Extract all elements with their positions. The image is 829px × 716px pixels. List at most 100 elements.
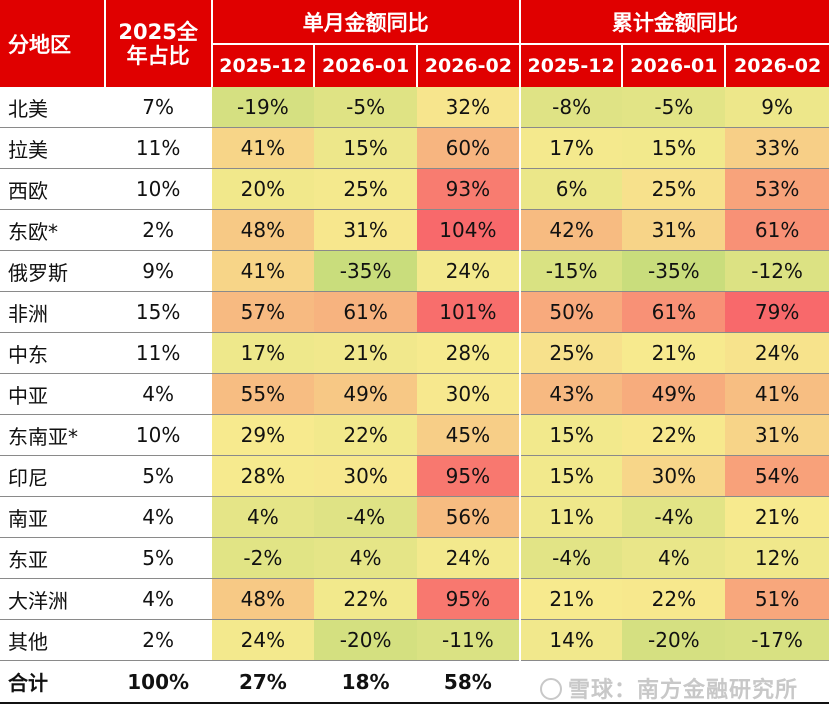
cumulative-yoy-cell: 31% <box>725 414 829 456</box>
cumulative-yoy-cell: -5% <box>622 87 726 128</box>
region-cell: 非洲 <box>0 291 105 333</box>
cumulative-yoy-cell: -4% <box>518 537 623 579</box>
cumulative-yoy-cell: 15% <box>518 414 623 456</box>
region-cell: 东南亚* <box>0 414 105 456</box>
monthly-yoy-cell: 24% <box>416 537 520 579</box>
monthly-yoy-cell: 30% <box>314 455 417 497</box>
monthly-yoy-cell: -5% <box>314 87 417 128</box>
monthly-yoy-cell: 57% <box>211 291 315 333</box>
table-row: 拉美 11% 41% 15% 60% 17% 15% 33% <box>0 127 829 169</box>
monthly-yoy-cell: 20% <box>211 168 315 210</box>
cumulative-yoy-cell: 54% <box>725 455 829 497</box>
monthly-yoy-cell: 56% <box>416 496 520 538</box>
share-cell: 4% <box>104 496 212 538</box>
region-cell: 中亚 <box>0 373 105 415</box>
table-body: 北美 7% -19% -5% 32% -8% -5% 9% 拉美 11% 41% 15% 60% 17% 1… <box>0 87 829 704</box>
cumulative-yoy-cell: 6% <box>518 168 623 210</box>
cumulative-yoy-cell: 14% <box>518 619 623 661</box>
cumulative-yoy-cell: 53% <box>725 168 829 210</box>
cumulative-yoy-cell: 49% <box>622 373 726 415</box>
total-monthly-cell: 18% <box>314 660 417 704</box>
share-cell: 4% <box>104 578 212 620</box>
total-monthly-cell: 27% <box>211 660 315 704</box>
cumulative-yoy-cell: 30% <box>622 455 726 497</box>
table-row: 中东 11% 17% 21% 28% 25% 21% 24% <box>0 332 829 374</box>
monthly-yoy-cell: 48% <box>211 578 315 620</box>
monthly-yoy-cell: 4% <box>211 496 315 538</box>
cumulative-yoy-cell: 31% <box>622 209 726 251</box>
table-row: 俄罗斯 9% 41% -35% 24% -15% -35% -12% <box>0 250 829 292</box>
cumulative-period-header: 2026-02 <box>725 44 829 87</box>
total-region-cell: 合计 <box>0 660 105 704</box>
share-cell: 10% <box>104 414 212 456</box>
monthly-yoy-cell: 31% <box>314 209 417 251</box>
monthly-yoy-cell: 95% <box>416 578 520 620</box>
region-cell: 北美 <box>0 87 105 128</box>
cumulative-yoy-cell: 51% <box>725 578 829 620</box>
monthly-yoy-cell: 22% <box>314 578 417 620</box>
cumulative-yoy-cell: -20% <box>622 619 726 661</box>
monthly-yoy-cell: 104% <box>416 209 520 251</box>
monthly-yoy-cell: -35% <box>314 250 417 292</box>
table-row: 印尼 5% 28% 30% 95% 15% 30% 54% <box>0 455 829 497</box>
share-cell: 5% <box>104 537 212 579</box>
cumulative-yoy-group-header: 累计金额同比 <box>519 0 829 45</box>
cumulative-yoy-cell: 9% <box>725 87 829 128</box>
table-row: 东欧* 2% 48% 31% 104% 42% 31% 61% <box>0 209 829 251</box>
region-cell: 南亚 <box>0 496 105 538</box>
table-row: 北美 7% -19% -5% 32% -8% -5% 9% <box>0 87 829 128</box>
cumulative-yoy-cell: 33% <box>725 127 829 169</box>
monthly-yoy-cell: 4% <box>314 537 417 579</box>
monthly-yoy-cell: 24% <box>416 250 520 292</box>
monthly-yoy-cell: 61% <box>314 291 417 333</box>
monthly-yoy-cell: 55% <box>211 373 315 415</box>
cumulative-yoy-cell: 22% <box>622 578 726 620</box>
cumulative-period-header: 2026-01 <box>622 44 727 87</box>
region-cell: 拉美 <box>0 127 105 169</box>
region-cell: 西欧 <box>0 168 105 210</box>
share-cell: 15% <box>104 291 212 333</box>
share-cell: 5% <box>104 455 212 497</box>
monthly-yoy-cell: 24% <box>211 619 315 661</box>
cumulative-yoy-cell: 79% <box>725 291 829 333</box>
table-row: 东南亚* 10% 29% 22% 45% 15% 22% 31% <box>0 414 829 456</box>
monthly-yoy-cell: 28% <box>211 455 315 497</box>
region-cell: 大洋洲 <box>0 578 105 620</box>
monthly-yoy-cell: 45% <box>416 414 520 456</box>
share-cell: 2% <box>104 619 212 661</box>
monthly-yoy-cell: 22% <box>314 414 417 456</box>
monthly-yoy-cell: -4% <box>314 496 417 538</box>
region-cell: 印尼 <box>0 455 105 497</box>
table-row: 西欧 10% 20% 25% 93% 6% 25% 53% <box>0 168 829 210</box>
share-cell: 4% <box>104 373 212 415</box>
monthly-yoy-cell: 60% <box>416 127 520 169</box>
cumulative-yoy-cell: -17% <box>725 619 829 661</box>
cumulative-yoy-cell: 21% <box>725 496 829 538</box>
monthly-yoy-cell: 30% <box>416 373 520 415</box>
monthly-yoy-cell: -20% <box>314 619 417 661</box>
share-cell: 11% <box>104 332 212 374</box>
monthly-period-header: 2025-12 <box>211 44 316 87</box>
cumulative-yoy-cell: -35% <box>622 250 726 292</box>
cumulative-yoy-cell: 61% <box>622 291 726 333</box>
region-column-header: 分地区 <box>0 0 106 87</box>
region-cell: 俄罗斯 <box>0 250 105 292</box>
table-row: 中亚 4% 55% 49% 30% 43% 49% 41% <box>0 373 829 415</box>
monthly-yoy-cell: 25% <box>314 168 417 210</box>
monthly-yoy-cell: -2% <box>211 537 315 579</box>
monthly-yoy-cell: 49% <box>314 373 417 415</box>
monthly-yoy-cell: 28% <box>416 332 520 374</box>
cumulative-yoy-cell: 61% <box>725 209 829 251</box>
monthly-yoy-cell: 41% <box>211 250 315 292</box>
monthly-period-header: 2026-02 <box>416 44 521 87</box>
table-row: 东亚 5% -2% 4% 24% -4% 4% 12% <box>0 537 829 579</box>
cumulative-yoy-cell: 15% <box>518 455 623 497</box>
total-cumulative-cell <box>725 660 829 704</box>
cumulative-yoy-cell: -12% <box>725 250 829 292</box>
table-row: 其他 2% 24% -20% -11% 14% -20% -17% <box>0 619 829 661</box>
cumulative-yoy-cell: 24% <box>725 332 829 374</box>
share-cell: 10% <box>104 168 212 210</box>
table-row: 大洋洲 4% 48% 22% 95% 21% 22% 51% <box>0 578 829 620</box>
